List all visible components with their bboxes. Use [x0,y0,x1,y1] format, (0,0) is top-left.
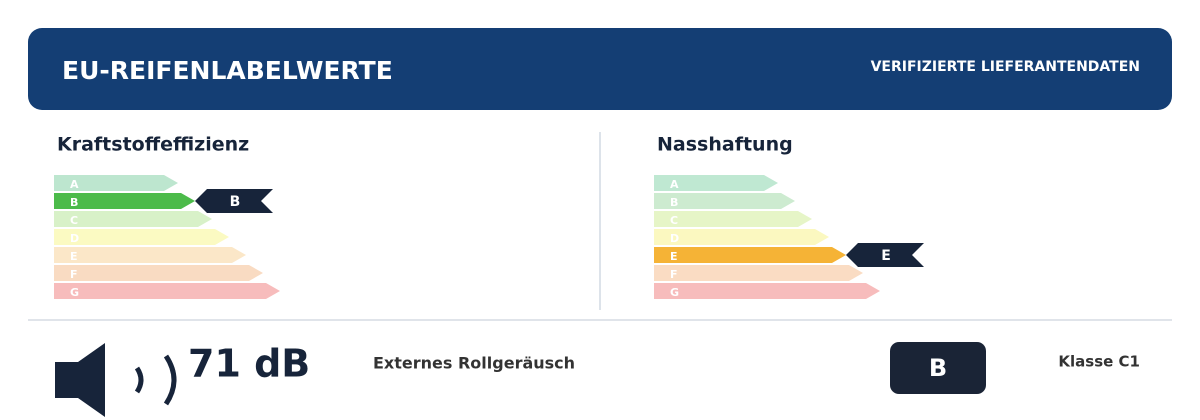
class-letter: G [670,286,679,299]
class-letter: C [70,214,78,227]
class-letter: F [70,268,78,281]
class-letter: A [70,178,79,191]
header-bar [28,28,1172,110]
noise-class: B [929,354,947,382]
class-bar [54,211,212,227]
class-bar [654,229,829,245]
noise-value: 71 dB [188,342,310,386]
rating-marker [846,243,924,267]
class-bar [54,283,280,299]
noise-label: Externes Rollgeräusch [373,354,575,373]
class-letter: D [670,232,679,245]
rating-letter: B [230,194,241,210]
class-bar [654,283,880,299]
class-bar [654,193,795,209]
noise-class-badge [890,342,986,394]
class-bar [54,193,195,209]
class-bar [54,229,229,245]
section-title: Kraftstoffeffizienz [57,134,249,156]
class-bar [654,211,812,227]
rating-marker [195,189,273,213]
class-letter: B [70,196,78,209]
class-letter: D [70,232,79,245]
class-bar [654,175,778,191]
header-title: EU-REIFENLABELWERTE [62,56,393,85]
class-bar [654,247,846,263]
class-bar [54,247,246,263]
section-title: Nasshaftung [657,134,793,156]
class-bar [654,265,863,281]
sound-wave [134,366,144,394]
speaker [55,343,105,417]
tyre-class: Klasse C1 [1058,353,1140,371]
class-letter: F [670,268,678,281]
speaker-icon [55,343,177,417]
header-subtitle: VERIFIZIERTE LIEFERANTENDATEN [871,59,1140,75]
class-letter: A [670,178,679,191]
class-bar [54,265,263,281]
class-letter: C [670,214,678,227]
class-bar [54,175,178,191]
sound-wave [163,354,177,406]
class-letter: E [70,250,78,263]
class-letter: G [70,286,79,299]
class-letter: E [670,250,678,263]
rating-letter: E [881,248,891,264]
class-letter: B [670,196,678,209]
